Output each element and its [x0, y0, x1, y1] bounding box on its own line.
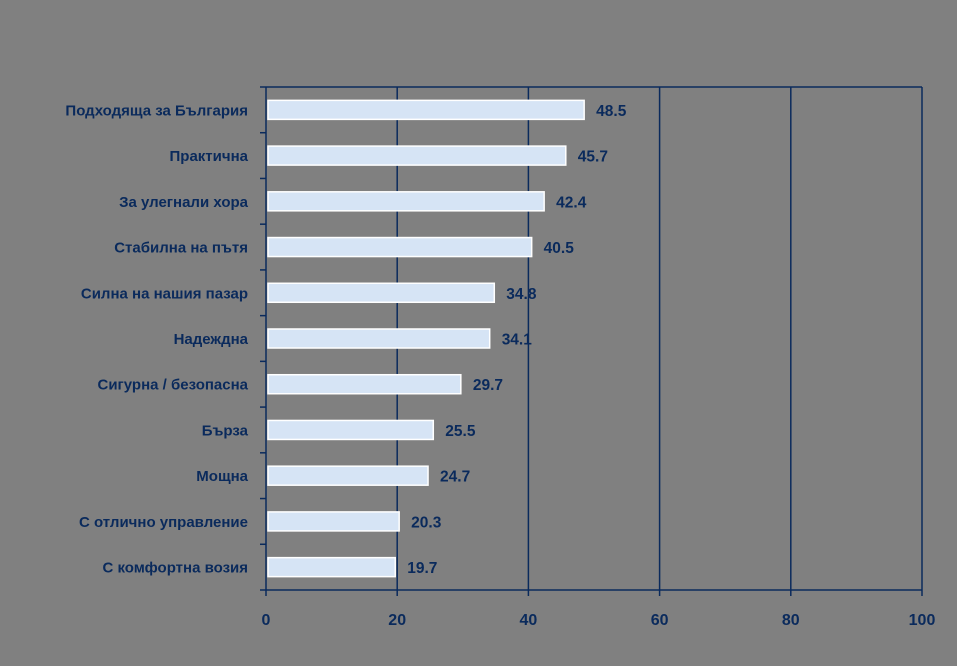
data-label: 40.5	[544, 240, 575, 257]
category-label: С комфортна возия	[102, 560, 248, 577]
category-label: Подходяща за България	[65, 102, 248, 119]
bar	[267, 282, 496, 304]
data-label: 34.1	[502, 332, 533, 349]
bar	[267, 99, 585, 121]
data-label: 34.8	[506, 286, 537, 303]
data-label: 19.7	[407, 560, 437, 577]
category-label: Сигурна / безопасна	[97, 377, 248, 394]
category-label: Стабилна на пътя	[114, 240, 248, 257]
x-tick-label: 80	[782, 612, 800, 629]
data-label: 29.7	[473, 377, 503, 394]
x-tick-label: 100	[909, 612, 936, 629]
category-label: Мощна	[196, 468, 248, 485]
x-tick-label: 20	[388, 612, 406, 629]
data-label: 45.7	[578, 149, 608, 166]
data-label: 48.5	[596, 103, 627, 120]
gridlines	[266, 86, 923, 590]
bar	[267, 511, 400, 532]
bar	[267, 373, 462, 395]
category-label: Бърза	[202, 422, 249, 439]
category-label: За улегнали хора	[119, 194, 249, 211]
bar	[267, 419, 435, 441]
bar	[267, 328, 491, 349]
category-label: Практична	[170, 148, 249, 165]
labels: Подходяща за България 48.5 Практична 45.7 За…	[65, 102, 935, 629]
bar	[267, 465, 429, 486]
bar	[267, 191, 545, 212]
x-tick-label: 60	[651, 612, 669, 629]
bar	[267, 236, 533, 258]
data-label: 24.7	[440, 469, 470, 486]
category-label: Силна на нашия пазар	[81, 285, 248, 302]
bars	[267, 99, 585, 578]
category-label: Надеждна	[174, 331, 249, 348]
axes	[260, 86, 923, 596]
data-label: 20.3	[411, 514, 442, 531]
category-label: С отлично управление	[79, 514, 248, 531]
bar	[267, 145, 567, 166]
data-label: 25.5	[445, 423, 476, 440]
x-tick-label: 0	[262, 612, 271, 629]
data-label: 42.4	[556, 194, 587, 211]
bar	[267, 556, 396, 578]
x-tick-label: 40	[520, 612, 538, 629]
